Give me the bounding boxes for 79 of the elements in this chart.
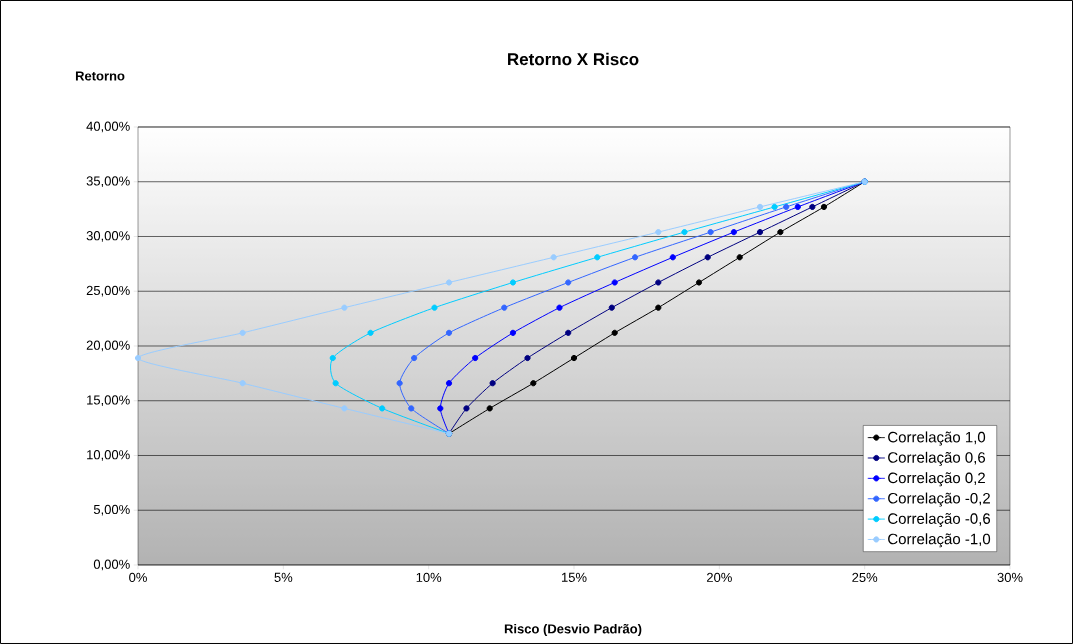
y-tick-label: 5,00% bbox=[93, 504, 130, 516]
point bbox=[704, 254, 711, 261]
point bbox=[669, 254, 676, 261]
point bbox=[463, 405, 470, 412]
legend-label: Correlação -0,6 bbox=[888, 512, 991, 527]
point bbox=[329, 354, 336, 362]
point bbox=[681, 229, 688, 236]
point bbox=[730, 229, 737, 236]
point bbox=[594, 254, 601, 261]
point bbox=[655, 279, 662, 286]
point bbox=[707, 229, 714, 236]
y-tick-label: 10,00% bbox=[87, 450, 130, 461]
x-tick-label: 5% bbox=[274, 572, 293, 582]
legend-label: Correlação 0,2 bbox=[888, 472, 985, 487]
point bbox=[611, 279, 618, 286]
y-tick-label: 30,00% bbox=[86, 231, 130, 242]
point bbox=[341, 405, 348, 412]
point bbox=[524, 354, 531, 362]
point bbox=[556, 304, 563, 311]
chart-title: Retorno X Risco bbox=[508, 52, 639, 66]
point bbox=[771, 203, 778, 211]
point bbox=[565, 279, 572, 286]
point bbox=[570, 354, 578, 362]
y-tick-label: 0,00% bbox=[93, 559, 130, 571]
point bbox=[472, 354, 479, 362]
point bbox=[239, 329, 246, 336]
point bbox=[489, 380, 496, 387]
point bbox=[367, 329, 374, 336]
point bbox=[736, 254, 743, 261]
y-tick-label: 20,00% bbox=[86, 340, 130, 352]
y-tick-label: 15,00% bbox=[87, 395, 130, 407]
point bbox=[777, 229, 784, 236]
point bbox=[379, 405, 386, 412]
point bbox=[486, 405, 493, 412]
y-tick-label: 25,00% bbox=[86, 285, 130, 297]
x-tick-label: 25% bbox=[852, 572, 878, 582]
y-tick-label: 35,00% bbox=[86, 176, 130, 188]
point bbox=[509, 329, 517, 336]
point bbox=[695, 279, 703, 286]
point bbox=[756, 229, 764, 236]
point bbox=[341, 304, 348, 311]
x-tick-label: 0% bbox=[129, 572, 147, 582]
point bbox=[809, 203, 816, 211]
point bbox=[431, 304, 438, 311]
x-tick-label: 10% bbox=[416, 572, 442, 582]
point bbox=[783, 203, 790, 211]
legend-label: Correlação -1,0 bbox=[888, 533, 991, 548]
point bbox=[445, 329, 453, 336]
point bbox=[501, 304, 508, 311]
point bbox=[794, 203, 801, 211]
point bbox=[509, 279, 517, 286]
point bbox=[411, 354, 418, 362]
point bbox=[437, 405, 444, 412]
x-tick-label: 20% bbox=[706, 572, 732, 582]
point bbox=[565, 329, 572, 336]
point bbox=[530, 380, 537, 387]
point bbox=[608, 304, 615, 311]
y-tick-label: 40,00% bbox=[86, 121, 130, 133]
legend-label: Correlação 0,6 bbox=[888, 451, 986, 466]
point bbox=[239, 380, 246, 387]
point bbox=[655, 304, 662, 311]
point bbox=[611, 329, 618, 336]
point bbox=[332, 380, 339, 387]
point bbox=[408, 405, 415, 412]
x-tick-label: 15% bbox=[561, 572, 587, 582]
point bbox=[396, 380, 403, 387]
point bbox=[134, 354, 142, 362]
point bbox=[756, 203, 764, 211]
point bbox=[445, 279, 453, 286]
y-axis-title: Retorno bbox=[75, 71, 125, 81]
point bbox=[445, 380, 453, 387]
point bbox=[655, 229, 662, 236]
point bbox=[631, 254, 639, 261]
legend-label: Correlação -0,2 bbox=[888, 492, 990, 507]
point bbox=[550, 254, 557, 261]
x-axis-title: Risco (Desvio Padrão) bbox=[504, 623, 642, 637]
x-tick-label: 30% bbox=[997, 572, 1023, 582]
legend-label: Correlação 1,0 bbox=[888, 431, 986, 446]
point bbox=[820, 203, 828, 211]
